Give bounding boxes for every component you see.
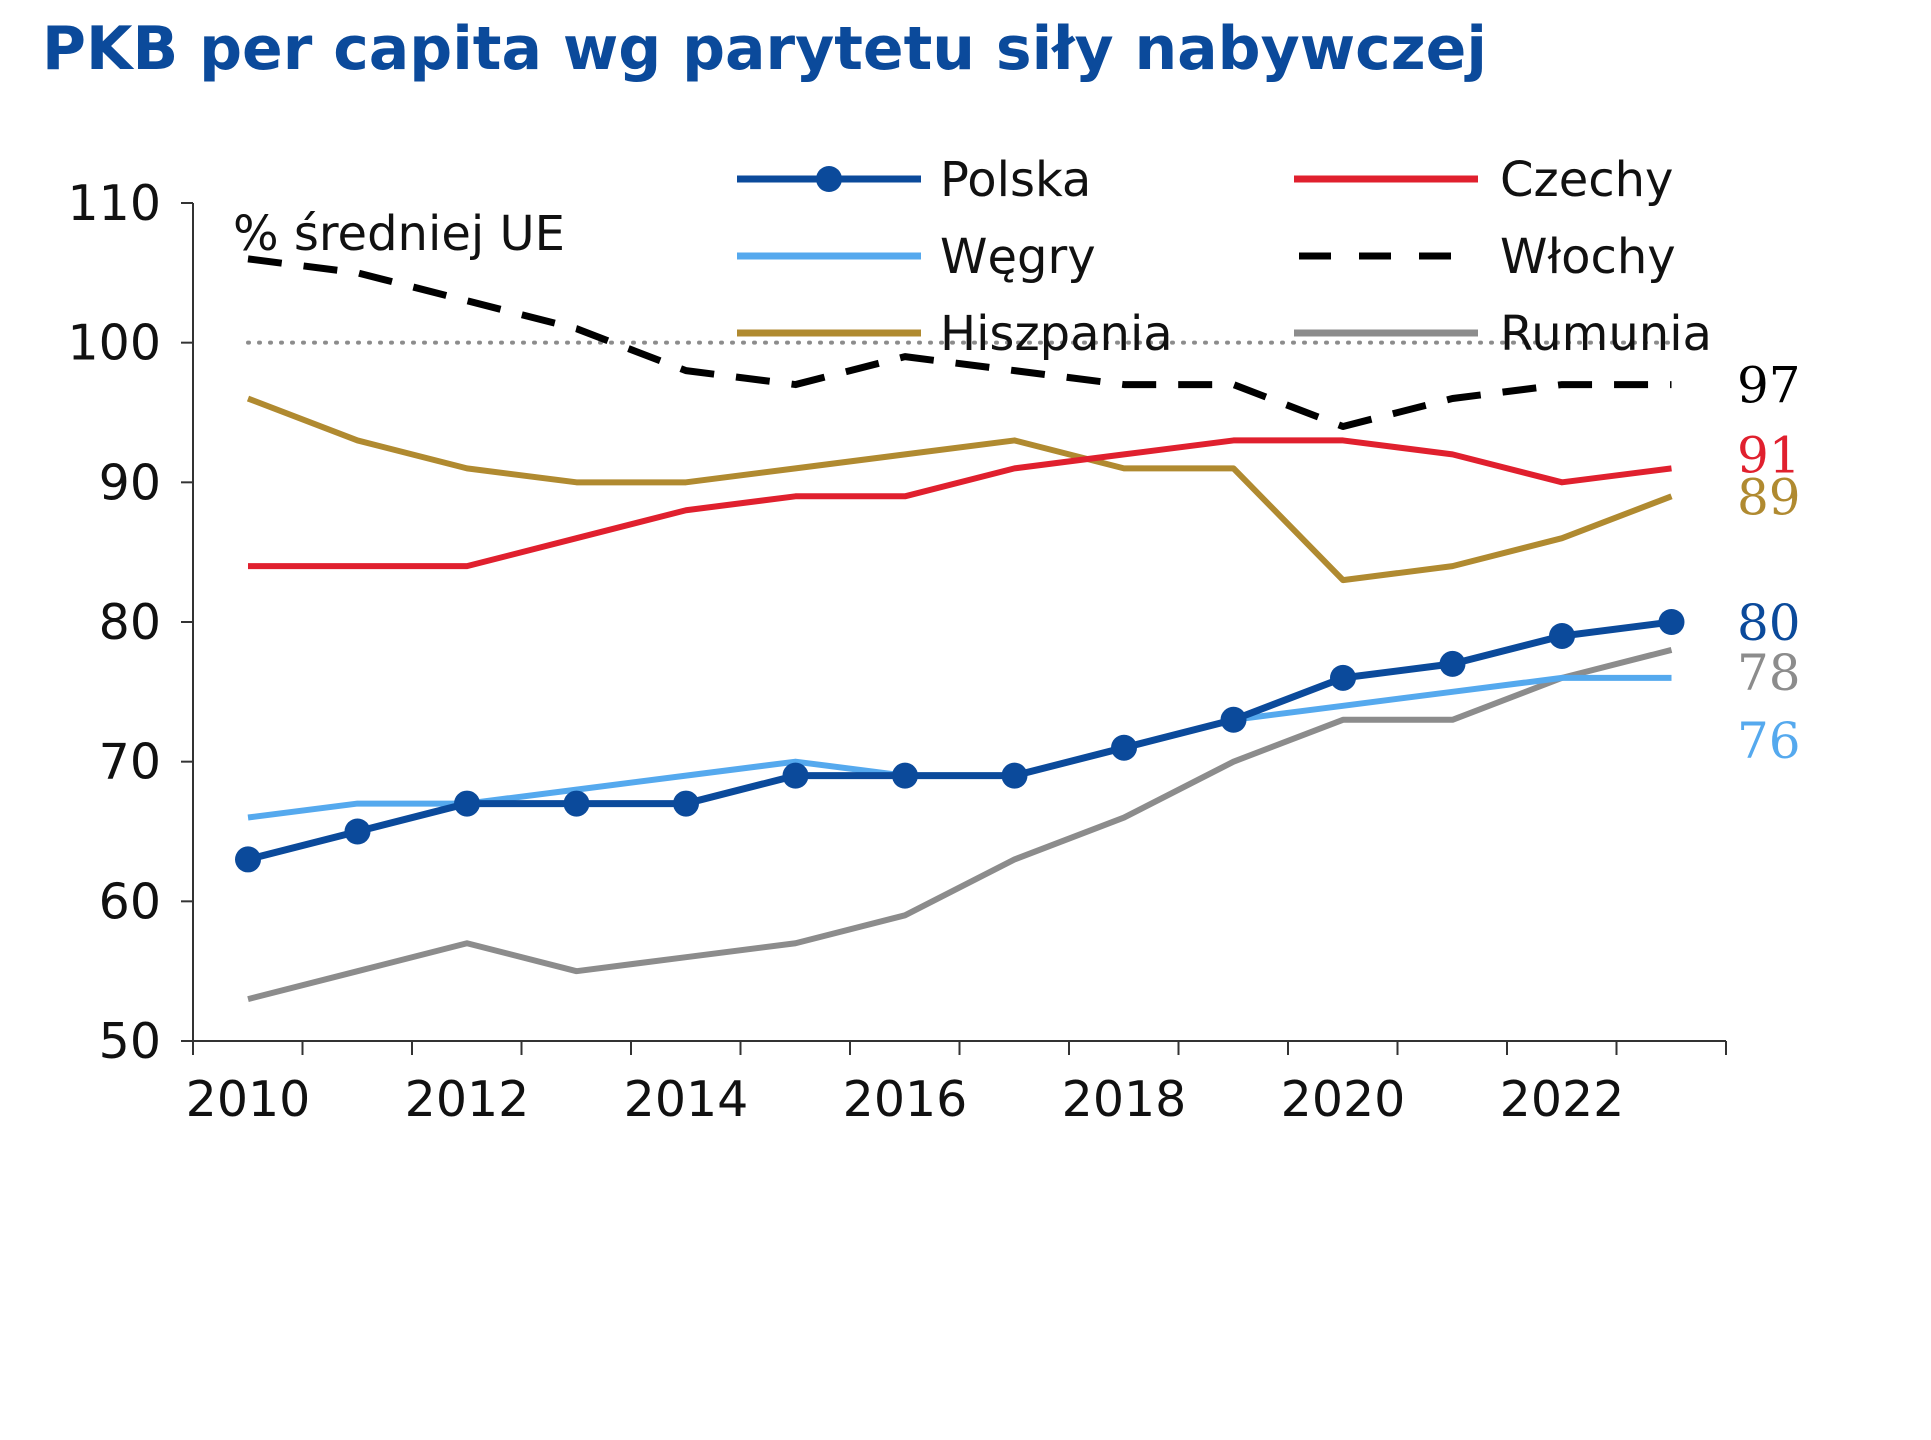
data-point-polska bbox=[1111, 734, 1137, 761]
x-tick-label: 2022 bbox=[1500, 1071, 1625, 1128]
unit-annotation: % średniej UE bbox=[233, 206, 565, 262]
end-label-hiszpania: 89 bbox=[1737, 468, 1801, 526]
data-point-polska bbox=[1549, 622, 1575, 649]
data-point-polska bbox=[1330, 664, 1356, 691]
chart-title: PKB per capita wg parytetu siły nabywcze… bbox=[42, 14, 1487, 84]
data-point-polska bbox=[1220, 706, 1247, 733]
x-tick-label: 2020 bbox=[1281, 1071, 1406, 1128]
data-point-polska bbox=[892, 762, 918, 789]
data-point-polska bbox=[344, 818, 371, 845]
legend-label-polska: Polska bbox=[940, 152, 1091, 208]
end-label-rumunia: 78 bbox=[1737, 644, 1801, 702]
x-tick-label: 2016 bbox=[843, 1071, 968, 1128]
end-label-polska: 80 bbox=[1737, 594, 1801, 652]
x-tick-label: 2010 bbox=[186, 1071, 311, 1128]
y-tick-label: 50 bbox=[99, 1013, 161, 1070]
end-label-czechy: 91 bbox=[1737, 426, 1801, 484]
y-tick-label: 70 bbox=[99, 734, 161, 791]
series-line-rumunia bbox=[247, 647, 1673, 1003]
legend-label-węgry: Węgry bbox=[940, 229, 1096, 285]
end-label-węgry: 76 bbox=[1737, 712, 1801, 770]
legend-label-czechy: Czechy bbox=[1500, 152, 1673, 208]
series-line-czechy bbox=[248, 437, 1672, 570]
x-tick-label: 2014 bbox=[624, 1071, 749, 1128]
data-point-polska bbox=[1001, 762, 1028, 789]
y-tick-label: 100 bbox=[67, 315, 161, 372]
data-point-polska bbox=[782, 762, 809, 789]
end-label-włochy: 97 bbox=[1737, 357, 1801, 415]
data-point-polska bbox=[1439, 650, 1466, 677]
legend-label-hiszpania: Hiszpania bbox=[940, 306, 1173, 362]
y-tick-label: 110 bbox=[67, 175, 161, 232]
legend-marker-polska bbox=[816, 166, 842, 192]
series-line-włochy bbox=[247, 255, 1672, 430]
y-tick-label: 60 bbox=[99, 873, 161, 930]
data-point-polska bbox=[454, 790, 480, 817]
series-line-polska bbox=[247, 618, 1672, 863]
legend-label-rumunia: Rumunia bbox=[1500, 306, 1712, 362]
y-tick-label: 90 bbox=[99, 454, 161, 511]
legend-label-włochy: Włochy bbox=[1500, 229, 1676, 285]
x-tick-label: 2018 bbox=[1062, 1071, 1187, 1128]
data-point-polska bbox=[235, 846, 261, 873]
data-point-polska bbox=[563, 790, 590, 817]
y-tick-label: 80 bbox=[99, 594, 161, 651]
series-line-hiszpania bbox=[246, 395, 1673, 584]
data-point-polska bbox=[1658, 609, 1685, 635]
x-tick-label: 2012 bbox=[405, 1071, 530, 1128]
data-point-polska bbox=[673, 790, 699, 817]
